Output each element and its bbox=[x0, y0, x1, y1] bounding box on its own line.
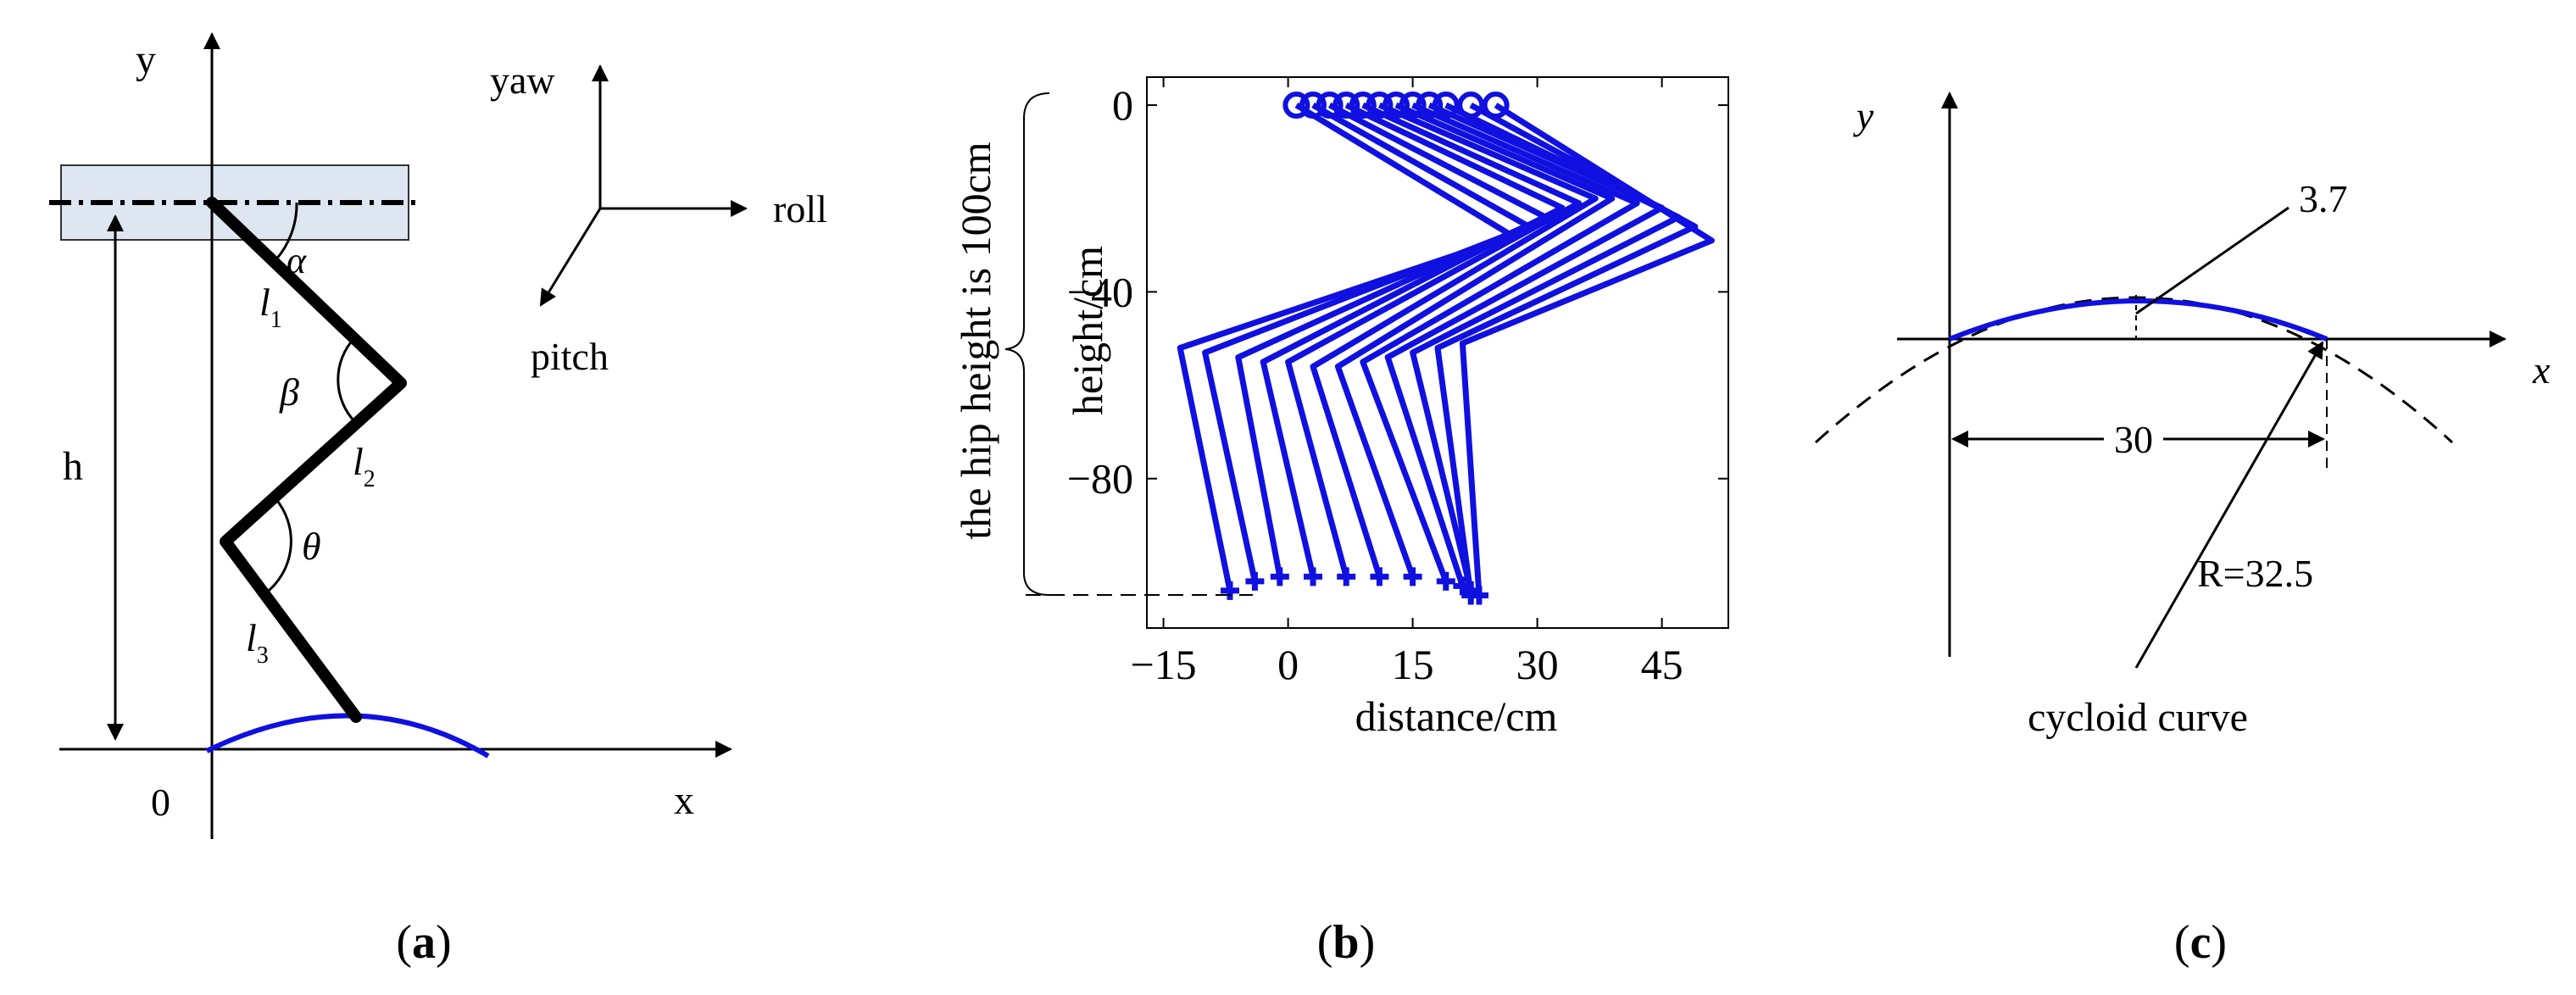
y-tick-label: 0 bbox=[1112, 81, 1133, 129]
hip-marker bbox=[1349, 92, 1377, 120]
hip-height-label: the hip height is 100cm bbox=[952, 142, 999, 539]
roll-label: roll bbox=[773, 187, 827, 231]
panel-c: y x 3.7 30 R=32.5 cycloid curve (c) bbox=[1814, 92, 2551, 969]
x-axis-label: x bbox=[2532, 348, 2551, 392]
hip-marker bbox=[1316, 92, 1344, 120]
pitch-axis bbox=[539, 208, 602, 307]
foot-marker bbox=[1304, 567, 1322, 586]
hip-marker bbox=[1432, 92, 1460, 120]
hip-marker bbox=[1416, 92, 1444, 120]
x-tick-label: 15 bbox=[1392, 641, 1434, 688]
theta-arc bbox=[264, 497, 292, 596]
panel-b: −15 0 15 30 450−40−80 distance/cm height/cm … bbox=[952, 76, 1729, 969]
x-tick-label: −15 bbox=[1130, 641, 1196, 688]
caption-a: (a) bbox=[396, 916, 451, 969]
cycloid-curve-label: cycloid curve bbox=[2028, 695, 2248, 740]
cycloid-curve bbox=[1948, 298, 2328, 342]
leg-pose-series bbox=[1177, 102, 1715, 596]
hip-marker bbox=[1457, 92, 1485, 120]
y-axis-label: y bbox=[1853, 94, 1874, 137]
beta-label: β bbox=[279, 370, 299, 414]
plot-frame bbox=[1146, 76, 1729, 629]
x-tick-label: 30 bbox=[1516, 641, 1559, 688]
x-tick-label: 45 bbox=[1641, 641, 1683, 688]
y-axis-label: y bbox=[136, 37, 156, 82]
alpha-arc bbox=[274, 202, 298, 261]
foot-marker bbox=[1403, 567, 1422, 586]
origin-label: 0 bbox=[151, 781, 170, 824]
leg-pose-line bbox=[1177, 103, 1516, 592]
leg-pose-line bbox=[1202, 102, 1533, 582]
hip-marker bbox=[1482, 92, 1510, 120]
radius-label: R=32.5 bbox=[2197, 552, 2313, 595]
theta-label: θ bbox=[302, 525, 321, 568]
height-label: h bbox=[63, 444, 83, 489]
foot-marker bbox=[1470, 586, 1488, 605]
y-axis-title: height/cm bbox=[1064, 246, 1111, 415]
leg-pose-line bbox=[1410, 102, 1682, 592]
peak-leader bbox=[2135, 206, 2289, 315]
foot-marker bbox=[1436, 571, 1455, 591]
leg-pose-line bbox=[1360, 102, 1640, 583]
foot-marker bbox=[1337, 567, 1356, 586]
hip-marker bbox=[1282, 92, 1310, 120]
leg-pose-line bbox=[1310, 102, 1599, 578]
caption-b: (b) bbox=[1317, 916, 1375, 969]
link1-label: l1 bbox=[259, 281, 282, 333]
leg-pose-line bbox=[1434, 102, 1699, 596]
x-axis-title: distance/cm bbox=[1355, 692, 1558, 740]
leg-pose-line bbox=[1260, 102, 1566, 578]
leg-pose-line bbox=[1285, 102, 1583, 578]
axis-ticks: −15 0 15 30 45 0 −40 −80 bbox=[1067, 77, 1728, 688]
peak-label: 3.7 bbox=[2299, 177, 2348, 220]
x-axis-label: x bbox=[674, 778, 694, 823]
leg-pose-line bbox=[1235, 102, 1549, 578]
y-tick-label: −40 bbox=[1067, 268, 1133, 315]
width-label: 30 bbox=[2114, 418, 2153, 461]
width-label-bg bbox=[2104, 419, 2163, 459]
beta-arc bbox=[337, 336, 357, 424]
caption-c: (c) bbox=[2174, 916, 2227, 969]
foot-marker bbox=[1370, 567, 1389, 586]
leg-pose-line bbox=[1384, 102, 1666, 587]
foot-marker bbox=[1221, 581, 1239, 600]
hip-marker bbox=[1399, 92, 1427, 120]
orientation-triad: yaw roll pitch bbox=[490, 58, 827, 378]
x-tick-label: 0 bbox=[1277, 641, 1299, 688]
link2-label: l2 bbox=[353, 440, 376, 492]
panel-a: y x 0 h α β θ l1 l2 l3 yaw roll pitch (a… bbox=[49, 32, 827, 969]
hip-marker bbox=[1333, 92, 1360, 120]
radius-arrow bbox=[2134, 341, 2324, 669]
leg-pose-line bbox=[1334, 102, 1616, 578]
link3-label: l3 bbox=[246, 616, 269, 669]
pitch-label: pitch bbox=[531, 335, 609, 378]
hip-marker bbox=[1383, 92, 1410, 120]
alpha-label: α bbox=[287, 240, 307, 281]
foot-marker bbox=[1245, 571, 1265, 591]
hip-height-brace bbox=[1004, 92, 1050, 596]
hip-marker bbox=[1366, 92, 1394, 120]
leg-pose-line bbox=[1459, 103, 1715, 596]
foot-marker bbox=[1270, 567, 1289, 586]
yaw-label: yaw bbox=[490, 58, 555, 102]
hip-marker bbox=[1299, 92, 1327, 120]
reference-circle-dashed bbox=[1814, 296, 2454, 444]
endpoint-markers bbox=[1221, 92, 1510, 605]
y-tick-label: −80 bbox=[1067, 455, 1133, 503]
leg-linkage bbox=[206, 197, 407, 723]
